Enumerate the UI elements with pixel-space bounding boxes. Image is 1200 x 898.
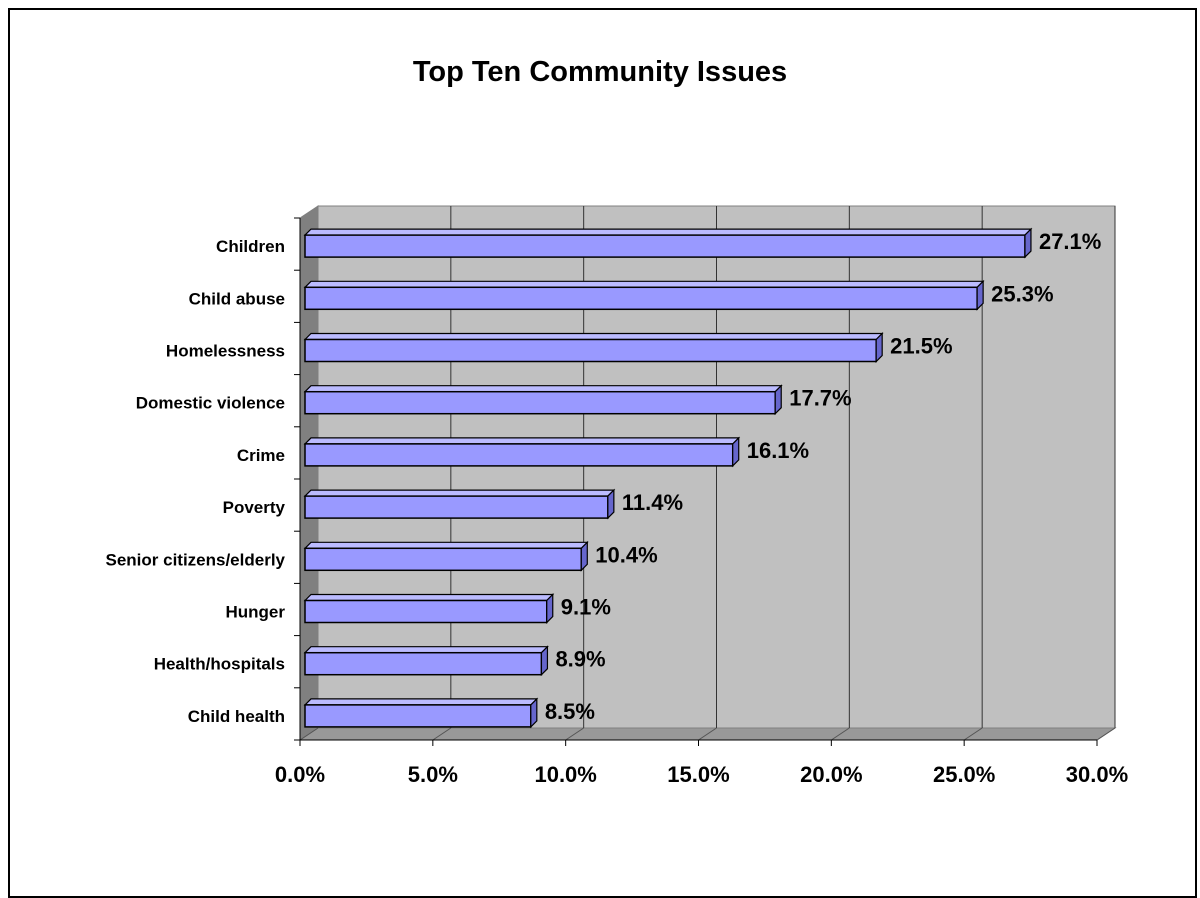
bar-top	[303, 332, 884, 341]
bar	[304, 286, 978, 311]
data-label: 21.5%	[890, 334, 952, 359]
bar-top	[303, 646, 549, 654]
bar-side	[1024, 227, 1032, 259]
bar-side	[976, 279, 984, 311]
category-label: Hunger	[226, 603, 286, 622]
data-label: 25.3%	[991, 281, 1053, 306]
data-label: 16.1%	[747, 438, 809, 463]
category-label: Child abuse	[189, 289, 285, 308]
bar-top	[303, 593, 555, 602]
x-tick-label: 5.0%	[408, 762, 458, 787]
bar-side	[875, 332, 883, 363]
bar	[304, 651, 543, 676]
x-tick-label: 10.0%	[534, 762, 596, 787]
category-label: Children	[216, 237, 285, 256]
x-tick-label: 20.0%	[800, 762, 862, 787]
floor-gridline	[831, 727, 850, 741]
x-tick-label: 15.0%	[667, 762, 729, 787]
x-tick-label: 0.0%	[275, 762, 325, 787]
bar-top	[303, 541, 589, 549]
data-label: 8.5%	[545, 699, 595, 724]
data-label: 27.1%	[1039, 229, 1101, 254]
floor-gridline	[299, 727, 319, 741]
floor-gridline	[698, 727, 717, 741]
bar-side	[530, 697, 538, 729]
bar	[304, 338, 877, 363]
category-label: Poverty	[223, 498, 286, 517]
bar-side	[774, 384, 782, 416]
bar-side	[732, 436, 740, 468]
bar	[304, 443, 734, 467]
bar	[304, 390, 776, 415]
floor-gridline	[963, 727, 983, 741]
data-label: 8.9%	[555, 647, 605, 672]
bar-side	[540, 645, 549, 677]
bar	[304, 599, 548, 624]
bar-side	[546, 593, 554, 624]
category-label: Homelessness	[166, 342, 285, 361]
bar-top	[303, 698, 539, 706]
data-label: 10.4%	[595, 542, 657, 567]
bar-top	[303, 280, 985, 288]
bar-side	[607, 488, 615, 520]
bar	[304, 234, 1026, 258]
bar	[304, 547, 583, 572]
data-label: 17.7%	[789, 386, 851, 411]
x-tick-label: 30.0%	[1066, 762, 1128, 787]
floor-gridline	[565, 727, 584, 741]
category-label: Crime	[237, 446, 285, 465]
bar-top	[303, 228, 1033, 236]
bar	[304, 495, 609, 519]
floor-gridline	[432, 727, 452, 741]
data-label: 9.1%	[561, 595, 611, 620]
category-label: Health/hospitals	[154, 655, 285, 674]
bar	[304, 704, 532, 728]
x-tick-label: 25.0%	[933, 762, 995, 787]
category-label: Child health	[188, 707, 285, 726]
bar-top	[303, 489, 616, 497]
floor-gridline	[1096, 727, 1116, 741]
bar-side	[580, 540, 588, 572]
data-label: 11.4%	[622, 490, 683, 515]
bar-top	[303, 385, 783, 393]
chart-title: Top Ten Community Issues	[412, 56, 788, 88]
category-label: Senior citizens/elderly	[105, 550, 285, 569]
bar-top	[303, 437, 741, 445]
category-label: Domestic violence	[136, 394, 285, 413]
